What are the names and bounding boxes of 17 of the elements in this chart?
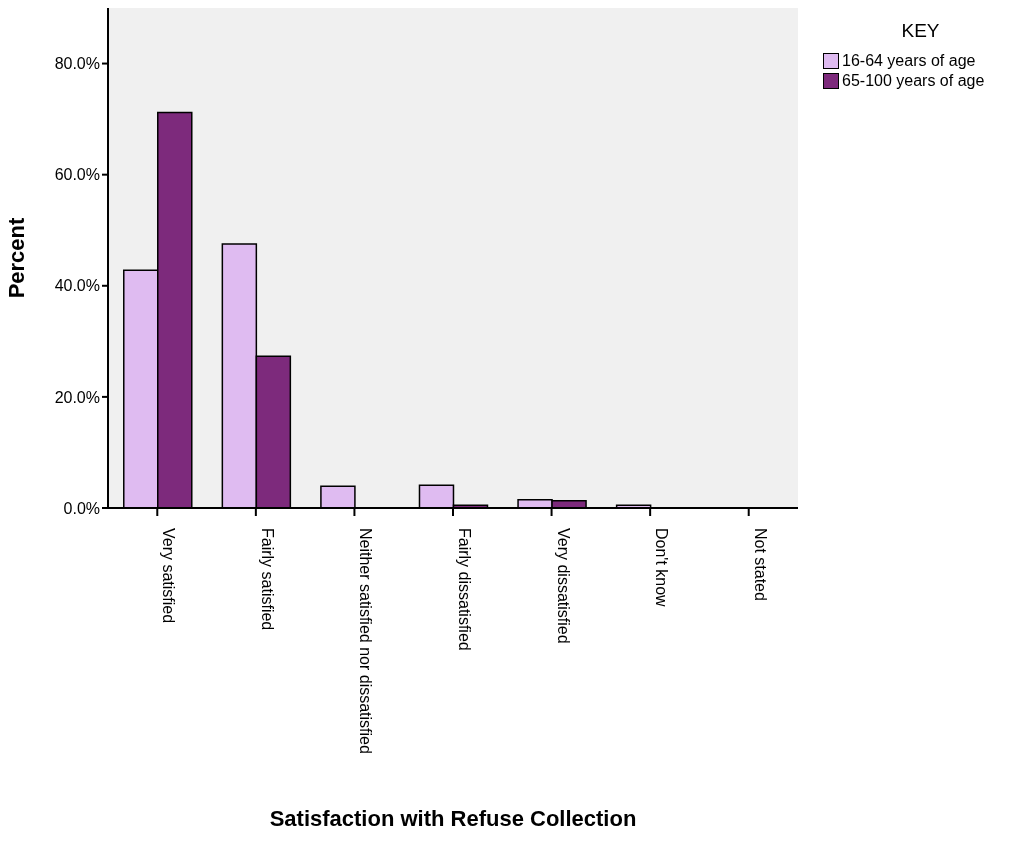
- x-tick-label: Fairly dissatisfied: [456, 528, 473, 651]
- x-axis-title: Satisfaction with Refuse Collection: [269, 806, 637, 831]
- x-tick-label: Fairly satisfied: [258, 528, 276, 631]
- x-tick-label: Don't know: [653, 528, 671, 608]
- x-tick-label: Very dissatisfied: [554, 528, 572, 644]
- y-tick-label: 0.0%: [63, 499, 100, 517]
- y-tick-label: 80.0%: [54, 55, 100, 73]
- x-tick-label: Neither satisfied nor dissatisfied: [357, 528, 375, 754]
- x-tick-label: Very satisfied: [160, 528, 178, 624]
- legend-title: KEY: [900, 20, 941, 42]
- legend-label: 16-64 years of age: [842, 52, 976, 70]
- y-tick-label: 40.0%: [54, 277, 100, 295]
- legend-label: 65-100 years of age: [842, 72, 985, 90]
- y-tick-label: 20.0%: [54, 388, 100, 406]
- x-tick-label: Not stated: [751, 528, 769, 601]
- y-axis-title: Percent: [3, 216, 29, 299]
- y-tick-label: 60.0%: [54, 166, 100, 184]
